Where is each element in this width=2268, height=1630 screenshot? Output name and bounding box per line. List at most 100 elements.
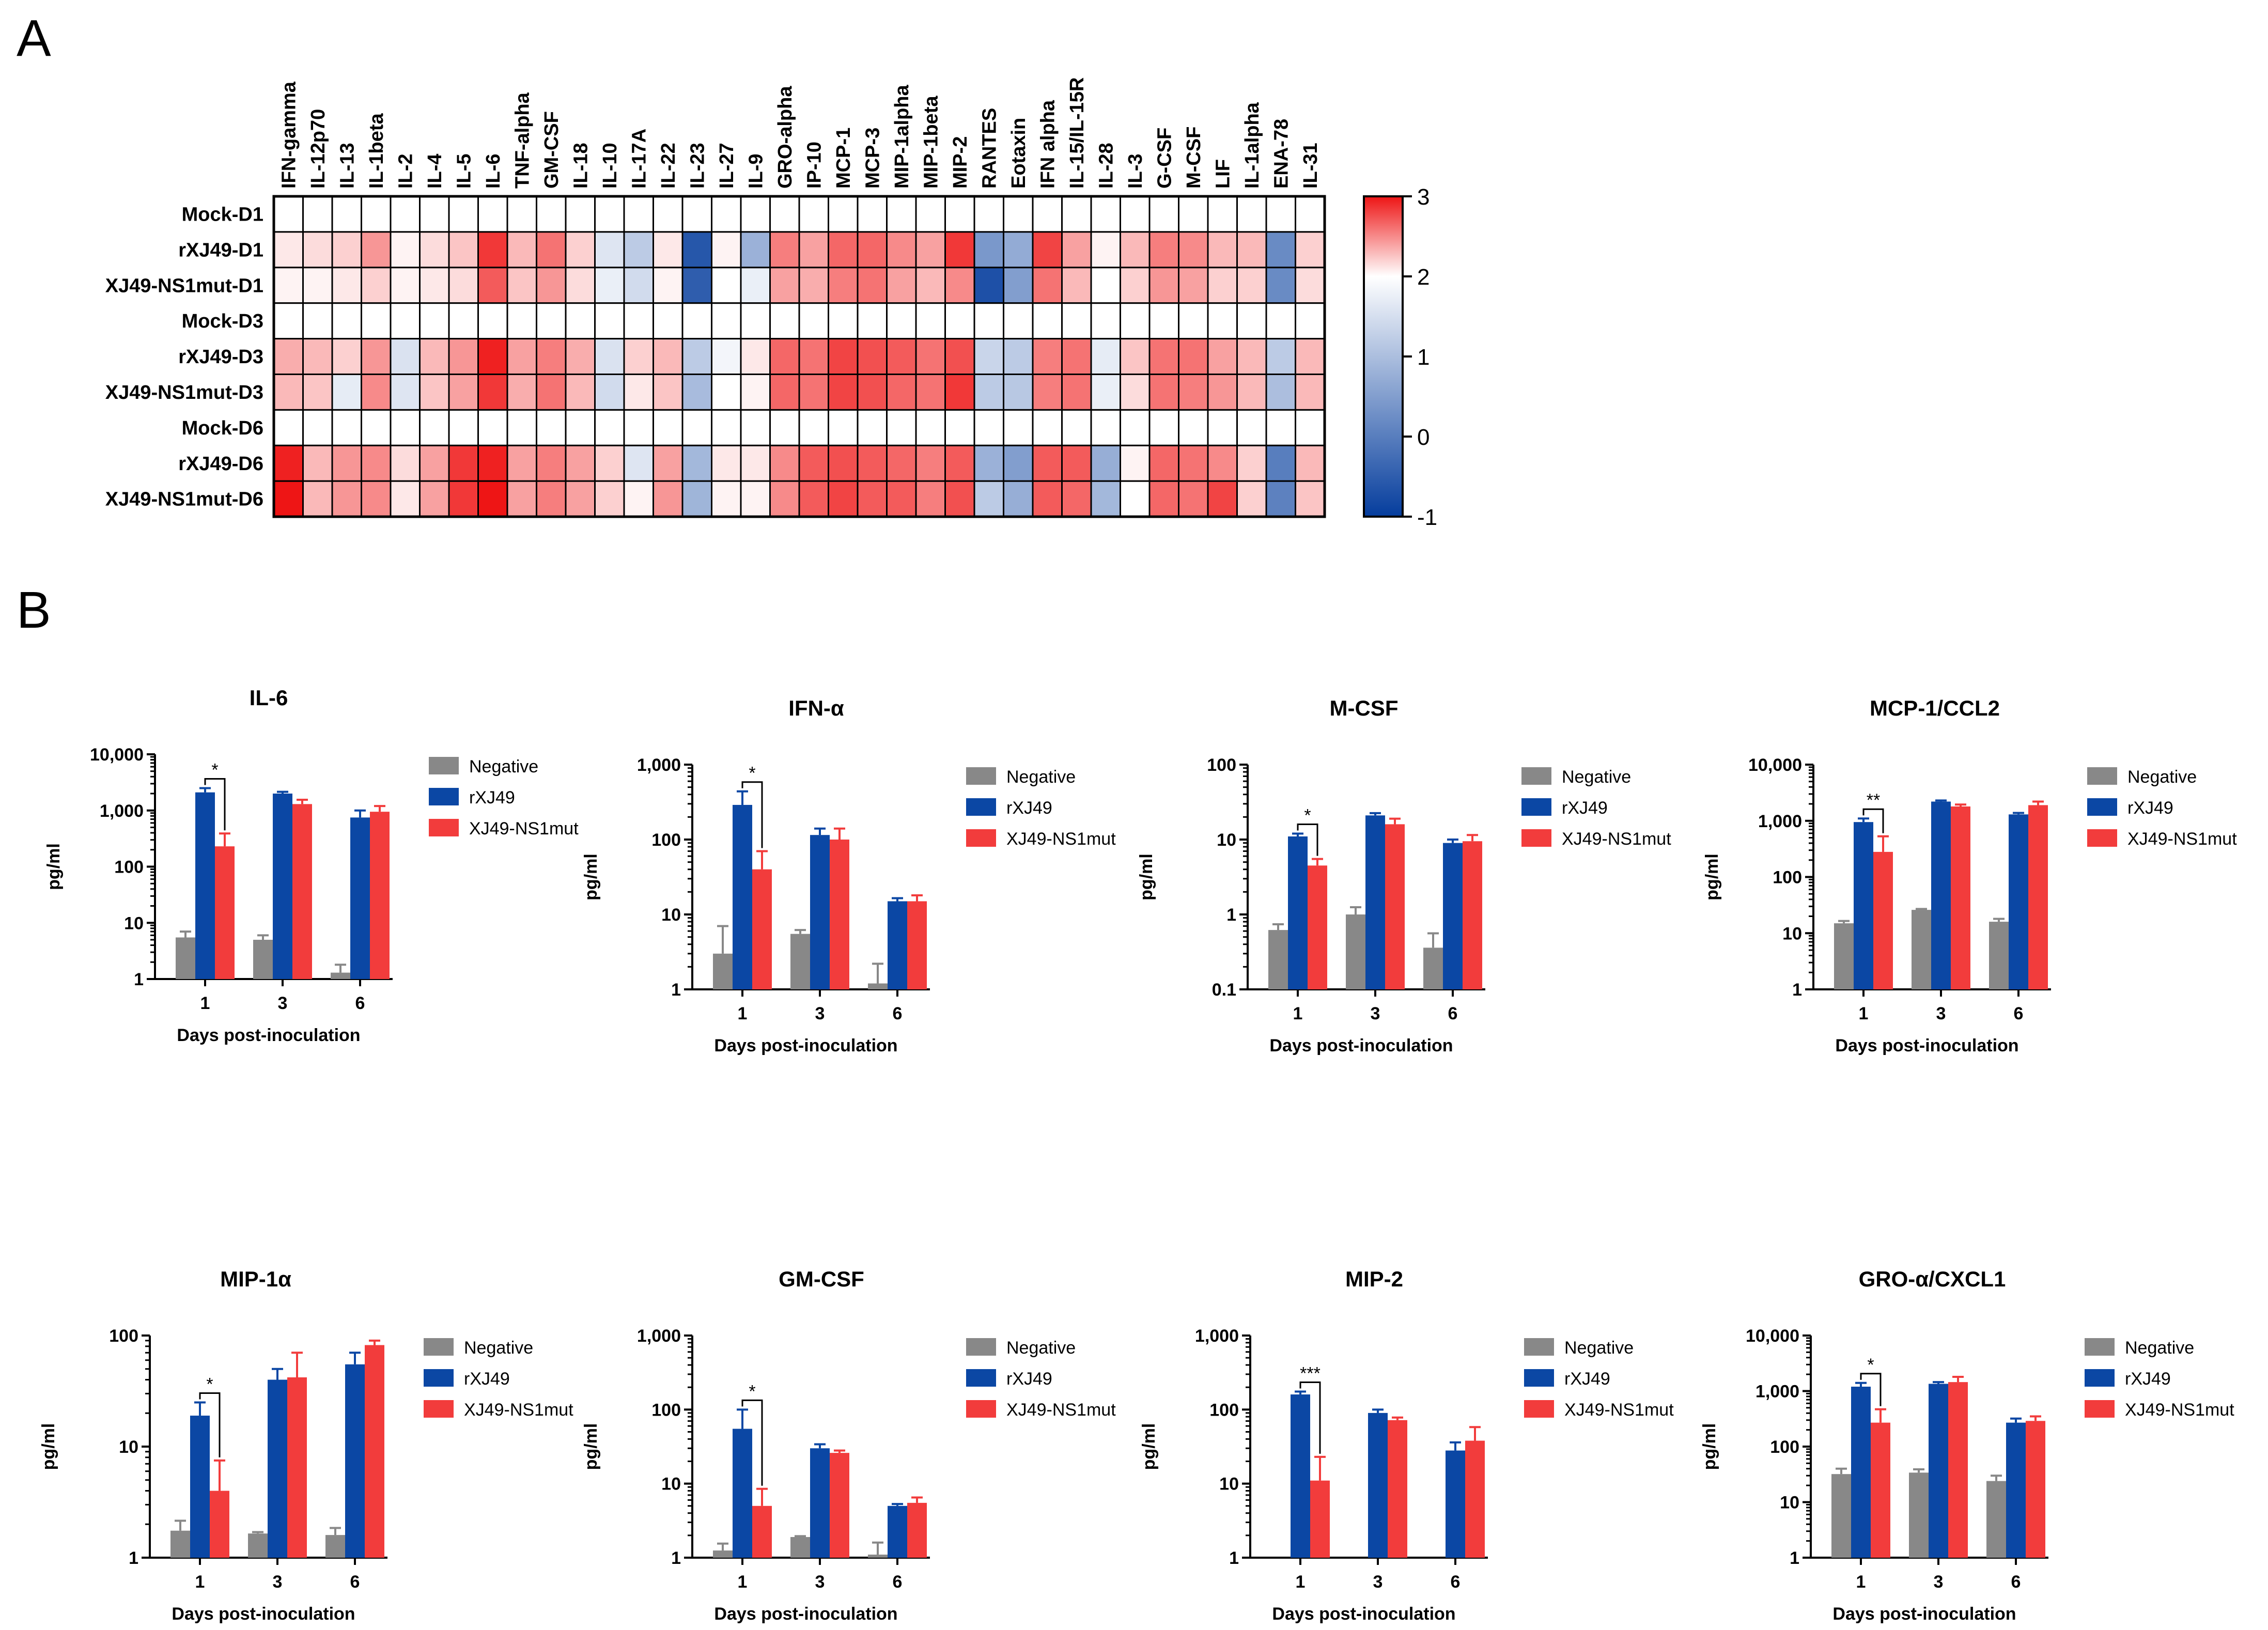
bar-mut xyxy=(1388,1420,1407,1558)
heatmap-cell xyxy=(273,231,304,269)
heatmap-cell xyxy=(711,480,742,518)
y-tick-label: 10,000 xyxy=(1746,1326,1799,1346)
heatmap-cell xyxy=(1295,444,1326,482)
heatmap-column-label: ENA-78 xyxy=(1270,119,1292,189)
heatmap-cell xyxy=(769,338,800,375)
bar-mut xyxy=(752,869,772,989)
heatmap-cell xyxy=(273,338,304,375)
heatmap-cell xyxy=(506,231,537,269)
heatmap-cell xyxy=(623,480,654,518)
legend-label-rxj49: rXJ49 xyxy=(1564,1369,1610,1389)
heatmap-column-label: IL-13 xyxy=(336,143,358,189)
heatmap-cell xyxy=(798,195,829,233)
x-tick-label: 1 xyxy=(738,1572,748,1592)
heatmap-cell xyxy=(419,338,450,375)
bar-mut xyxy=(752,1505,772,1558)
bar-negative xyxy=(790,1537,810,1558)
heatmap-cell xyxy=(448,338,479,375)
heatmap-cell xyxy=(565,231,596,269)
heatmap-cell xyxy=(828,444,859,482)
heatmap-cell xyxy=(390,338,421,375)
heatmap-column-label: IL-4 xyxy=(424,153,446,189)
heatmap-cell xyxy=(419,374,450,411)
heatmap-column-label: IL-17A xyxy=(628,129,650,189)
x-tick-label: 1 xyxy=(1296,1572,1306,1592)
heatmap-cell xyxy=(769,480,800,518)
heatmap-cell xyxy=(536,409,567,446)
heatmap-cell xyxy=(740,302,771,340)
chart-title: MIP-1α xyxy=(220,1267,291,1291)
bar-rxj49 xyxy=(888,901,907,989)
legend-label-rxj49: rXJ49 xyxy=(464,1369,510,1389)
heatmap-column-label: IL-9 xyxy=(745,153,767,189)
heatmap-cell xyxy=(1032,409,1063,446)
x-tick-label: 3 xyxy=(278,993,288,1013)
legend-swatch-rxj49 xyxy=(424,1369,454,1387)
heatmap-cell xyxy=(448,195,479,233)
heatmap-border xyxy=(272,195,1326,518)
significance-label: * xyxy=(211,760,218,780)
y-tick-label: 100 xyxy=(1773,868,1802,888)
heatmap-cell xyxy=(361,374,392,411)
heatmap-column-label: IL-5 xyxy=(453,153,475,189)
heatmap-cell xyxy=(361,338,392,375)
y-tick-label: 100 xyxy=(651,1400,681,1420)
heatmap-cell xyxy=(1120,444,1151,482)
heatmap-cell xyxy=(1207,231,1238,269)
heatmap-cell xyxy=(506,374,537,411)
heatmap-cell xyxy=(506,444,537,482)
bar-mut xyxy=(830,840,849,989)
heatmap-cell xyxy=(740,338,771,375)
y-tick-label: 10 xyxy=(1219,1474,1239,1494)
heatmap-cell xyxy=(1003,195,1034,233)
x-tick-label: 3 xyxy=(1371,1004,1380,1023)
heatmap-cell xyxy=(361,302,392,340)
heatmap-cell xyxy=(915,338,946,375)
heatmap-cell xyxy=(798,374,829,411)
bar-negative xyxy=(1912,910,1931,989)
y-tick-label: 0.1 xyxy=(1212,980,1236,1000)
panel-label-b: B xyxy=(17,581,51,639)
heatmap-cell xyxy=(565,338,596,375)
bar-rxj49 xyxy=(733,804,752,989)
heatmap-cell xyxy=(944,267,975,304)
heatmap-cell xyxy=(973,409,1004,446)
bar-rxj49 xyxy=(2006,1422,2026,1558)
heatmap-cell xyxy=(1236,444,1267,482)
bar-mut xyxy=(287,1377,307,1558)
heatmap-cell xyxy=(681,195,712,233)
heatmap-cell xyxy=(302,231,333,269)
heatmap-column-label: IL-3 xyxy=(1125,153,1146,189)
heatmap-cell xyxy=(419,195,450,233)
legend-label-negative: Negative xyxy=(1006,1338,1076,1358)
heatmap-cell xyxy=(506,338,537,375)
heatmap-cell xyxy=(973,480,1004,518)
significance-label: * xyxy=(1304,806,1311,826)
heatmap-cell xyxy=(915,302,946,340)
heatmap-column-label: IFN-gamma xyxy=(278,81,300,189)
legend-swatch-negative xyxy=(2085,1338,2115,1356)
y-axis-label: pg/ml xyxy=(44,843,64,890)
heatmap-cell xyxy=(973,374,1004,411)
heatmap-cell xyxy=(536,195,567,233)
bar-rxj49 xyxy=(888,1505,907,1558)
heatmap-cell xyxy=(477,302,508,340)
heatmap-column-label: MCP-1 xyxy=(833,128,855,189)
legend-swatch-rxj49 xyxy=(2087,798,2117,816)
legend-label-rxj49: rXJ49 xyxy=(1562,798,1608,818)
heatmap-cell xyxy=(477,444,508,482)
y-axis-label: pg/ml xyxy=(1137,853,1156,901)
heatmap-cell xyxy=(331,302,362,340)
bar-negative xyxy=(176,937,195,979)
heatmap-cell xyxy=(769,231,800,269)
heatmap-cell xyxy=(1090,480,1121,518)
heatmap-cell xyxy=(740,267,771,304)
heatmap-cell xyxy=(594,267,625,304)
heatmap-cell xyxy=(565,302,596,340)
heatmap-cell xyxy=(390,480,421,518)
bar-rxj49 xyxy=(1929,1384,1948,1558)
colorbar-tick-label: 2 xyxy=(1417,265,1430,290)
x-tick-label: 3 xyxy=(1936,1004,1946,1023)
y-tick-label: 10 xyxy=(119,1437,138,1457)
heatmap-cell xyxy=(1265,195,1296,233)
